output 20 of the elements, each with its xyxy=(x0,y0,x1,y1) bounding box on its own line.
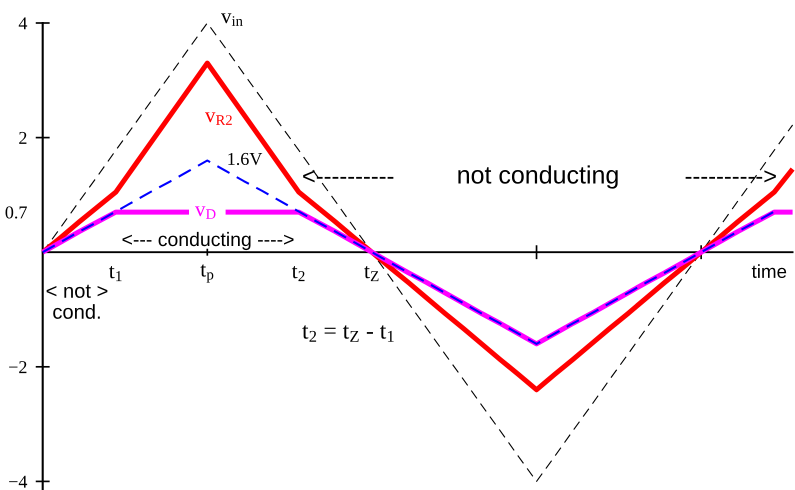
annotation: 1.6V xyxy=(228,152,262,166)
annotation: <---------- xyxy=(303,170,394,182)
annotation: ----------> xyxy=(686,170,776,182)
y-tick-label: 4 xyxy=(18,17,28,30)
annotation: not conducting xyxy=(458,165,618,189)
series-label: v$_{D}$ xyxy=(195,206,216,219)
y-tick-label: −4 xyxy=(9,476,28,488)
series-label: v$_{in}$ xyxy=(221,13,243,26)
x-tick-label: t$_{p}$ xyxy=(200,264,214,283)
series-label: v$_{R2}$ xyxy=(205,112,232,125)
x-axis-title: time xyxy=(752,264,786,278)
annotation: <--- conducting ----> xyxy=(122,232,294,250)
annotation: < not > cond. xyxy=(46,284,108,319)
y-tick-label: 0.7 xyxy=(6,206,27,219)
x-tick-label: t$_{Z}$ xyxy=(364,266,378,282)
annotation: t$_{2}$ = t$_{Z}$ - t$_{1}$ xyxy=(302,325,394,342)
x-tick-label: t$_{1}$ xyxy=(108,266,122,282)
y-tick-label: 2 xyxy=(19,132,26,144)
x-tick-label: t$_{2}$ xyxy=(292,266,305,282)
y-tick-label: −2 xyxy=(9,361,26,374)
